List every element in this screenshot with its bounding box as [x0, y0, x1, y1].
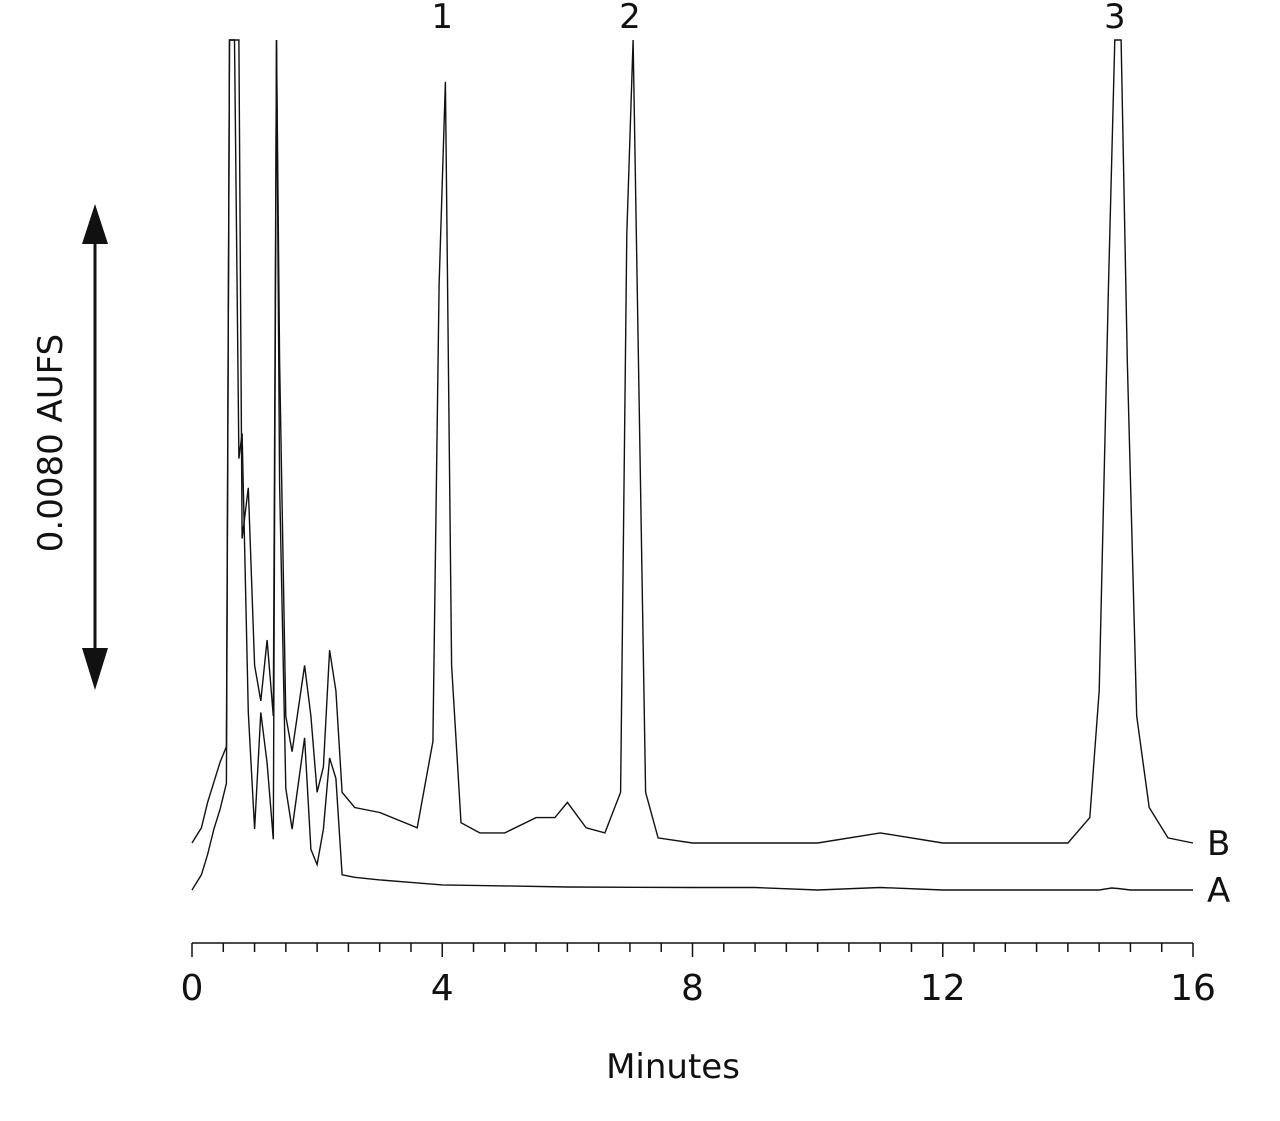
scale-bar: 0.0080 AUFS — [31, 204, 108, 690]
peak-label-1: 1 — [431, 0, 453, 37]
x-axis-ticks — [191, 943, 1194, 957]
series-label-b: B — [1207, 824, 1230, 864]
scale-bar-down-arrow-icon — [82, 648, 108, 690]
x-tick-label: 8 — [681, 968, 704, 1009]
peak-label-2: 2 — [619, 0, 641, 37]
x-axis-label: Minutes — [606, 1047, 740, 1087]
series-line-b — [191, 39, 1194, 844]
peak-label-3: 3 — [1104, 0, 1126, 37]
x-tick-label: 4 — [431, 968, 454, 1009]
x-tick-label: 12 — [920, 968, 966, 1009]
x-tick-label: 0 — [181, 968, 204, 1009]
series-labels: AB — [1207, 824, 1230, 911]
scale-bar-label: 0.0080 AUFS — [31, 334, 71, 552]
series-label-a: A — [1207, 871, 1230, 911]
scale-bar-up-arrow-icon — [82, 204, 108, 244]
x-tick-label: 16 — [1170, 968, 1216, 1009]
x-axis-tick-labels: 0 4 8 12 16 — [181, 968, 1216, 1009]
chromatogram-traces — [191, 39, 1194, 891]
peak-labels: 1 2 3 — [431, 0, 1125, 37]
series-line-a — [191, 39, 1193, 891]
x-axis: 0 4 8 12 16 Minutes — [181, 942, 1216, 1087]
